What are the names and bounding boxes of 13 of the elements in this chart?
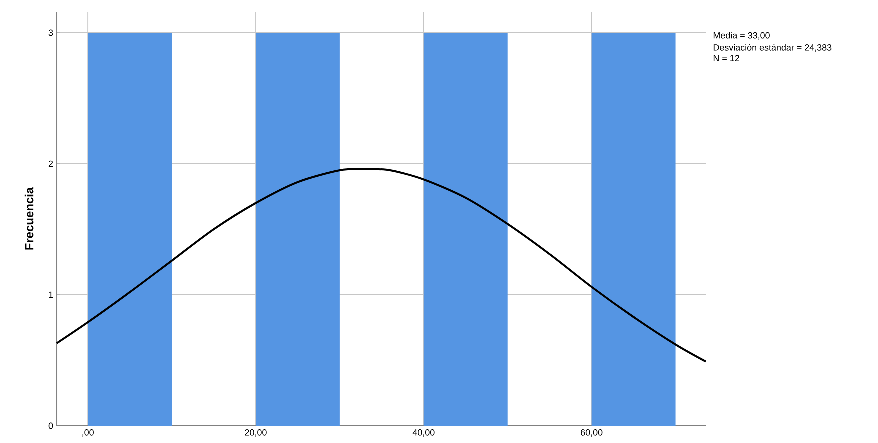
text: Desviación estándar = 24,383: [714, 44, 832, 52]
y-tick-label: 0: [48, 422, 54, 430]
y-tick-label: 1: [49, 292, 54, 298]
line-series: [56, 168, 708, 363]
x-tick-label: 20,00: [245, 430, 267, 437]
text: Media = 33,00: [714, 32, 770, 40]
x-tick-label: 60,00: [581, 430, 603, 437]
y-tick-label: 3: [48, 30, 54, 36]
x-tick-label: 40,00: [412, 430, 435, 437]
y-axis-title: Frecuencia: [24, 187, 34, 250]
x-tick-label: ,00: [82, 430, 94, 437]
y-tick-label: 2: [48, 160, 54, 168]
text: N = 12: [714, 55, 740, 62]
